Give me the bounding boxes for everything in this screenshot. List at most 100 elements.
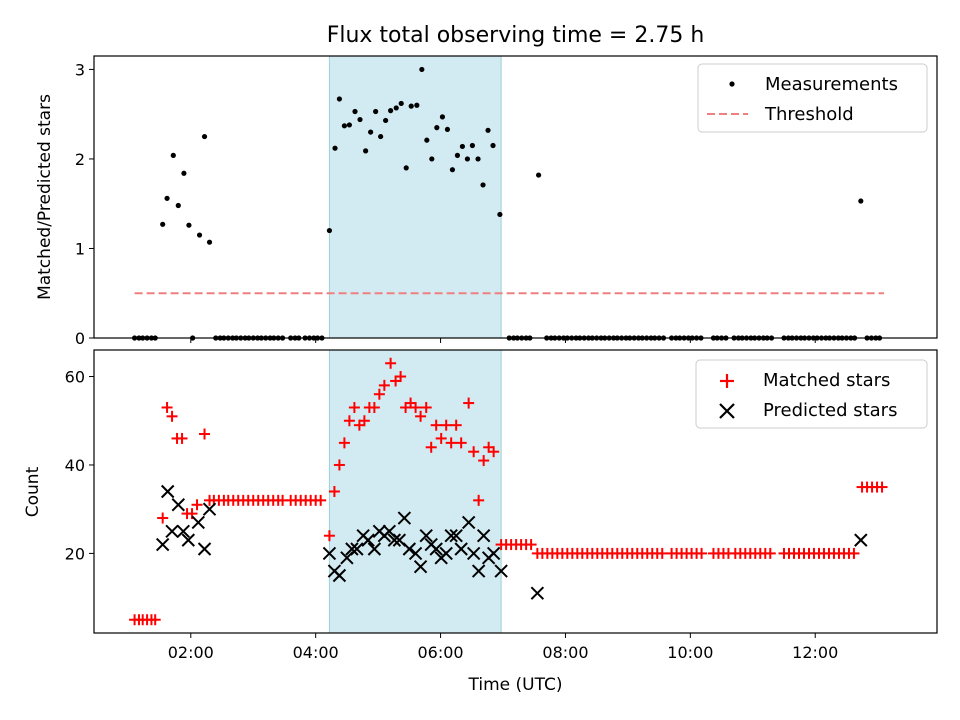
- measurements-point: [341, 123, 348, 129]
- predicted-stars-point: [202, 502, 217, 516]
- matched-stars-point: [378, 379, 390, 391]
- measurements-point: [164, 195, 170, 201]
- x-tick-label: 06:00: [418, 643, 464, 662]
- matched-stars-point: [149, 614, 161, 626]
- ratio-panel-frame: [93, 55, 938, 339]
- measurements-point: [170, 152, 176, 158]
- measurements-point: [497, 211, 503, 218]
- predicted-stars-point: [413, 559, 428, 574]
- x-axis-label: Time (UTC): [468, 675, 563, 695]
- measurements-point: [393, 105, 399, 111]
- predicted-stars-point: [454, 542, 468, 556]
- legend-predicted-marker: [719, 403, 735, 419]
- measurements-point: [439, 114, 446, 120]
- legend-measurements-label: Measurements: [765, 74, 898, 95]
- ratio-panel: 0 1 2 3 Matched/Predicted stars Measurement…: [35, 55, 938, 348]
- observing-window-span: [328, 349, 502, 634]
- matched-stars-point: [415, 410, 427, 422]
- measurements-point: [403, 165, 409, 171]
- matched-stars-point: [348, 401, 360, 413]
- predicted-stars-point: [494, 564, 508, 578]
- measurements-point: [480, 182, 486, 188]
- measurements-point: [398, 100, 404, 107]
- measurements-point: [186, 222, 192, 228]
- matched-stars-point: [385, 357, 397, 369]
- predicted-stars-point: [181, 533, 195, 547]
- predicted-stars-point: [387, 533, 402, 547]
- predicted-stars-point: [466, 546, 481, 561]
- measurements-point: [475, 156, 481, 162]
- matched-stars-point: [463, 397, 475, 409]
- measurements-point: [414, 102, 420, 108]
- predicted-stars-point: [350, 542, 364, 556]
- count-legend: Matched stars Predicted stars: [695, 359, 928, 429]
- matched-stars-point: [656, 547, 668, 559]
- legend-predicted-label: Predicted stars: [763, 400, 897, 421]
- y-tick-label: 3: [75, 60, 85, 79]
- count-panel-frame: [93, 349, 938, 634]
- predicted-stars-point: [476, 529, 491, 543]
- measurements-point: [485, 127, 491, 133]
- matched-stars-point: [420, 401, 432, 413]
- predicted-stars-point: [176, 524, 191, 539]
- predicted-stars-point: [854, 533, 868, 547]
- predicted-stars-point: [397, 511, 412, 525]
- matched-stars-point: [315, 494, 327, 506]
- predicted-stars-point: [165, 524, 179, 539]
- measurements-point: [373, 108, 379, 115]
- matched-stars-point: [445, 437, 457, 449]
- matched-stars-point: [525, 539, 537, 551]
- measurements-point: [160, 221, 166, 227]
- predicted-stars-point: [530, 586, 545, 600]
- matched-stars-point: [191, 499, 203, 511]
- matched-stars-point: [395, 371, 407, 383]
- matched-stars-point: [450, 419, 462, 431]
- measurements-point: [336, 96, 343, 102]
- measurements-point: [352, 108, 358, 115]
- predicted-stars-point: [332, 568, 347, 583]
- predicted-stars-point: [439, 546, 453, 561]
- matched-stars-point: [176, 432, 188, 444]
- y-tick-label: 20: [65, 544, 85, 563]
- legend-matched-marker: [720, 374, 734, 388]
- measurements-point: [326, 227, 333, 234]
- measurements-point: [464, 156, 471, 162]
- measurements-point: [175, 202, 181, 209]
- predicted-stars-point: [471, 564, 486, 578]
- matched-stars-point: [323, 530, 335, 542]
- y-tick-label: 0: [75, 329, 85, 348]
- predicted-stars-point: [160, 484, 175, 499]
- count-legend-box: [695, 359, 928, 429]
- measurements-point: [378, 133, 384, 140]
- predicted-stars-point: [191, 515, 205, 530]
- matched-stars-point: [473, 494, 485, 506]
- matched-stars-point: [478, 455, 490, 467]
- predicted-stars-point: [197, 542, 212, 556]
- x-tick-label: 12:00: [792, 643, 838, 662]
- matched-stars-point: [488, 446, 500, 458]
- matched-stars-point: [328, 486, 340, 497]
- measurements-point: [469, 142, 476, 149]
- matched-stars-point: [430, 419, 442, 431]
- predicted-stars-point: [361, 533, 375, 547]
- matched-stars-point: [764, 547, 776, 559]
- predicted-stars-point: [345, 542, 359, 556]
- matched-stars-point: [410, 401, 422, 413]
- x-tick-label: 02:00: [168, 643, 214, 662]
- measurements-point: [181, 170, 187, 176]
- matched-stars-point: [468, 446, 480, 458]
- predicted-stars-point: [171, 498, 186, 512]
- measurements-point: [424, 137, 430, 143]
- matched-stars-point: [199, 428, 211, 440]
- predicted-stars-point: [408, 546, 423, 561]
- ratio-panel-ylabel: Matched/Predicted stars: [35, 94, 55, 300]
- measurements-point: [429, 156, 435, 162]
- measurements-point: [206, 239, 213, 245]
- matched-stars-point: [157, 512, 169, 524]
- y-tick-label: 60: [65, 368, 85, 387]
- matched-stars-point: [455, 437, 467, 449]
- measurements-point: [363, 148, 369, 154]
- matched-stars-point: [368, 401, 380, 413]
- measurements-point: [444, 126, 451, 133]
- measurements-point: [196, 232, 203, 238]
